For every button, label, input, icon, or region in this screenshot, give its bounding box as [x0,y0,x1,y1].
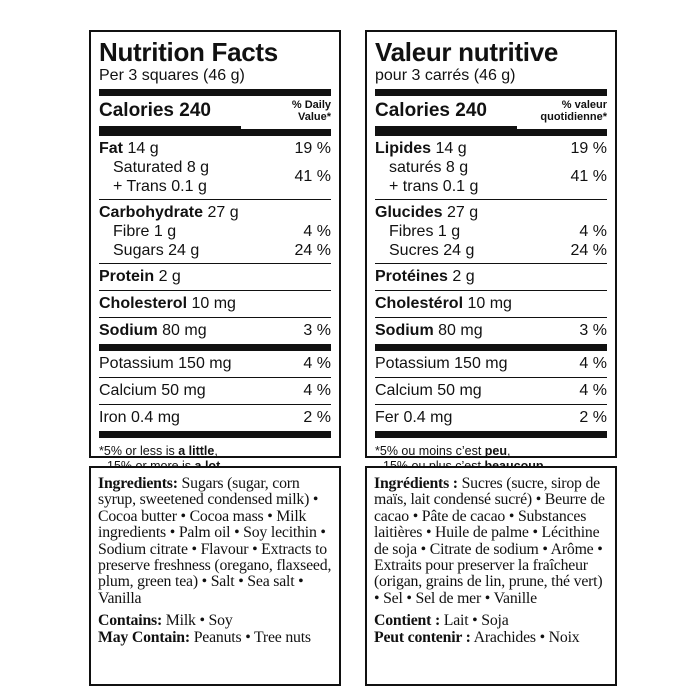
protein-row: Protéines 2 g [375,268,475,285]
fibre-row: Fibres 1 g 4 % [389,223,607,240]
nutrition-facts-table-french: Valeur nutritive pour 3 carrés (46 g) Ca… [365,30,617,473]
serving-size: Per 3 squares (46 g) [99,67,245,84]
ingredients-box-french: Ingrédients : Sucres (sucre, sirop de ma… [365,466,617,686]
carbohydrate-group: Glucides 27 g Fibres 1 g 4 % Sucres 24 g… [375,200,607,263]
potassium-row: Potassium 150 mg 4 % [375,355,607,372]
sodium-row: Sodium 80 mg 3 % [99,322,331,339]
ingredients-list: Ingredients: Sugars (sugar, corn syrup, … [98,475,332,607]
saturated-row: saturés 8 g [389,159,469,176]
carbohydrate-group: Carbohydrate 27 g Fibre 1 g 4 % Sugars 2… [99,200,331,263]
thick-divider [99,89,331,96]
potassium-row: Potassium 150 mg 4 % [99,355,331,372]
ingredients-box-english: Ingredients: Sugars (sugar, corn syrup, … [89,466,341,686]
calories-row: Calories 240 % Daily Value* [99,96,331,129]
divider [375,290,607,291]
daily-value-header: % Daily Value* [291,99,331,123]
protein-row: Protein 2 g [99,268,181,285]
calcium-row: Calcium 50 mg 4 % [375,382,607,399]
divider [375,404,607,405]
divider [375,317,607,318]
nutrition-facts-title: Valeur nutritive [375,37,559,67]
trans-row: + trans 0.1 g [389,178,479,195]
calories-value: Calories 240 [375,100,487,121]
thick-divider [375,89,607,96]
fat-percent: 19 % [294,140,331,157]
may-contain-line: May Contain: Peanuts • Tree nuts [98,628,311,646]
thick-divider [375,129,607,136]
may-contain-line: Peut contenir : Arachides • Noix [374,628,580,646]
daily-value-header: % valeur quotidienne* [540,99,607,123]
divider [99,290,331,291]
fibre-row: Fibre 1 g 4 % [113,223,331,240]
fat-percent: 19 % [570,140,607,157]
thick-divider [375,431,607,438]
calcium-row: Calcium 50 mg 4 % [99,382,331,399]
trans-row: + Trans 0.1 g [113,178,207,195]
sodium-row: Sodium 80 mg 3 % [375,322,607,339]
sat-trans-percent: 41 % [294,168,331,185]
fat-row: Lipides 14 g 19 % [375,140,607,157]
contains-line: Contains: Milk • Soy [98,612,233,630]
fat-group: Fat 14 g 19 % Saturated 8 g + Trans 0.1 … [99,136,331,199]
iron-row: Fer 0.4 mg 2 % [375,409,607,426]
serving-size: pour 3 carrés (46 g) [375,67,516,84]
sat-trans-percent: 41 % [570,168,607,185]
calories-row: Calories 240 % valeur quotidienne* [375,96,607,129]
fat-group: Lipides 14 g 19 % saturés 8 g + trans 0.… [375,136,607,199]
divider [99,317,331,318]
divider [375,199,607,200]
cholesterol-row: Cholestérol 10 mg [375,295,512,312]
thick-divider [99,129,331,136]
divider [375,263,607,264]
divider [375,377,607,378]
calories-underline [99,126,241,129]
carbohydrate-row: Carbohydrate 27 g [99,204,239,221]
contains-line: Contient : Lait • Soja [374,612,509,630]
cholesterol-row: Cholesterol 10 mg [99,295,236,312]
iron-row: Iron 0.4 mg 2 % [99,409,331,426]
fat-row: Fat 14 g 19 % [99,140,331,157]
divider [99,199,331,200]
divider [99,377,331,378]
carbohydrate-row: Glucides 27 g [375,204,479,221]
saturated-row: Saturated 8 g [113,159,210,176]
nutrition-facts-table-english: Nutrition Facts Per 3 squares (46 g) Cal… [89,30,341,473]
sugars-row: Sucres 24 g 24 % [389,242,607,259]
thick-divider [99,344,331,351]
nutrition-facts-title: Nutrition Facts [99,37,278,67]
calories-underline [375,126,517,129]
thick-divider [375,344,607,351]
thick-divider [99,431,331,438]
divider [99,404,331,405]
calories-value: Calories 240 [99,100,211,121]
ingredients-list: Ingrédients : Sucres (sucre, sirop de ma… [374,475,605,607]
sugars-row: Sugars 24 g 24 % [113,242,331,259]
divider [99,263,331,264]
